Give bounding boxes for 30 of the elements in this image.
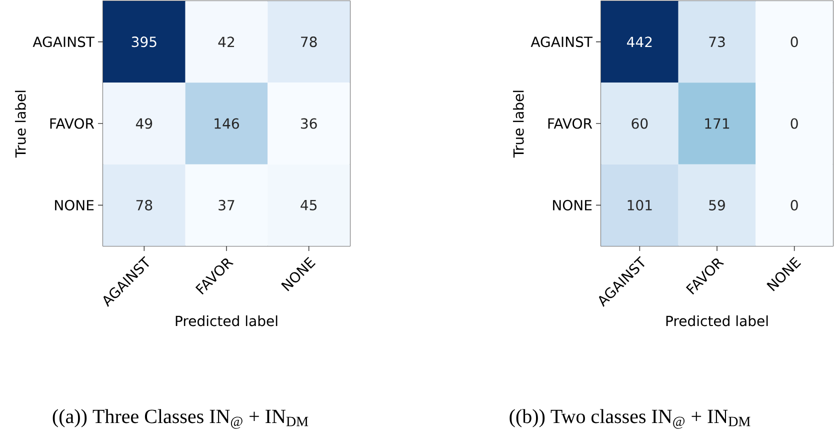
data-label: 42 [218,36,234,48]
data-label: 101 [628,200,652,210]
text: ((a)) Three Classes IN$_{@}$ + IN$_{DM}$ [52,409,308,429]
data-label: 78 [136,200,152,210]
data-label: 171 [705,118,730,129]
x-axis-title: Predicted label [666,315,768,326]
y-tick-label: AGAINST [530,36,593,48]
x-axis-title: Predicted label [176,315,278,326]
data-label: 36 [300,118,317,129]
y-tick-label: NONE [55,200,94,210]
data-label: 0 [790,118,798,129]
data-label: 146 [214,118,239,129]
y-tick-label: FAVOR [548,118,592,129]
y-tick-label: NONE [553,200,592,210]
text: ((b)) Two classes IN$_{@}$ + IN$_{DM}$ [510,409,750,429]
data-label: 0 [790,200,798,210]
data-label: 49 [136,118,152,129]
y-tick-label: AGAINST [32,36,95,48]
y-axis-title: True label [513,90,524,158]
data-label: 37 [218,200,234,210]
data-label: 442 [627,36,652,48]
y-tick-label: FAVOR [50,118,94,129]
y-axis-title: True label [15,90,26,158]
data-label: 0 [790,36,798,48]
data-label: 59 [709,200,725,210]
data-label: 73 [709,36,725,48]
data-label: 78 [301,36,317,48]
data-label: 60 [632,118,648,129]
data-label: 45 [300,200,317,210]
data-label: 395 [132,36,156,48]
